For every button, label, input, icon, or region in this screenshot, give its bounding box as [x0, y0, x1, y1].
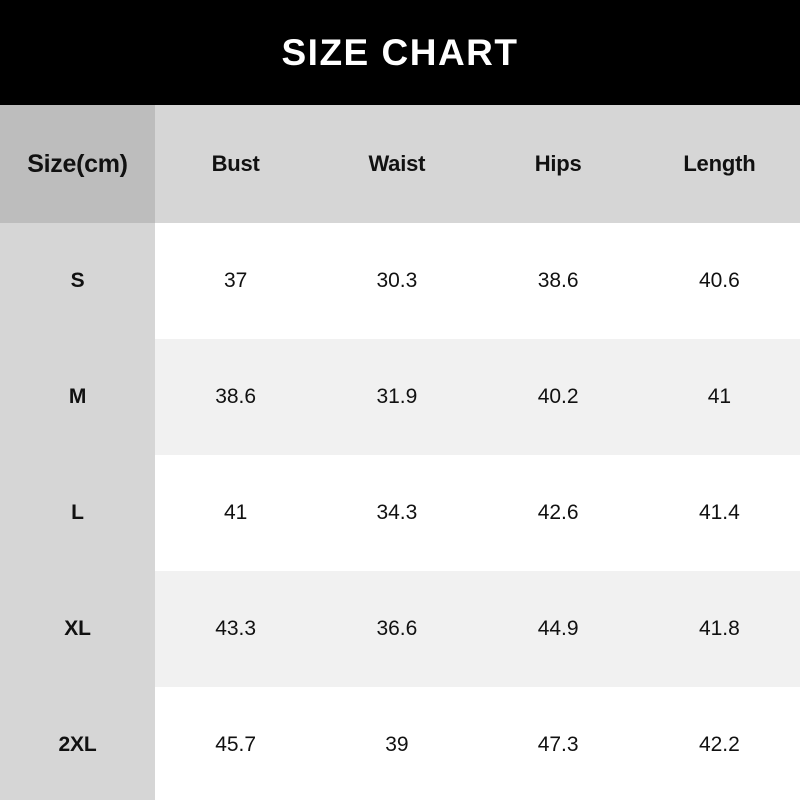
- cell-2xl-bust: 45.7: [155, 687, 317, 800]
- table-row: L 41 34.3 42.6 41.4: [0, 455, 800, 571]
- cell-xl-hips: 44.9: [477, 571, 639, 687]
- page-title: SIZE CHART: [281, 32, 519, 73]
- cell-m-waist: 31.9: [316, 339, 478, 455]
- cell-m-bust: 38.6: [155, 339, 317, 455]
- column-header-length: Length: [638, 105, 800, 223]
- cell-s-length: 40.6: [638, 223, 800, 339]
- header-row: Size(cm) Bust Waist Hips Length: [0, 105, 800, 223]
- column-header-size: Size(cm): [0, 105, 155, 223]
- row-label-s: S: [0, 223, 155, 339]
- table-row: 2XL 45.7 39 47.3 42.2: [0, 687, 800, 800]
- size-chart-table: Size(cm) Bust Waist Hips Length S 37 30.…: [0, 105, 800, 800]
- table-header: Size(cm) Bust Waist Hips Length: [0, 105, 800, 223]
- cell-s-hips: 38.6: [477, 223, 639, 339]
- cell-l-hips: 42.6: [477, 455, 639, 571]
- cell-m-hips: 40.2: [477, 339, 639, 455]
- cell-l-waist: 34.3: [316, 455, 478, 571]
- cell-2xl-waist: 39: [316, 687, 478, 800]
- row-label-xl: XL: [0, 571, 155, 687]
- column-header-bust: Bust: [155, 105, 317, 223]
- row-label-m: M: [0, 339, 155, 455]
- column-header-hips: Hips: [477, 105, 639, 223]
- title-banner: SIZE CHART: [0, 0, 800, 105]
- cell-s-bust: 37: [155, 223, 317, 339]
- column-header-waist: Waist: [316, 105, 478, 223]
- row-label-l: L: [0, 455, 155, 571]
- table-body: S 37 30.3 38.6 40.6 M 38.6 31.9 40.2 41 …: [0, 223, 800, 800]
- cell-l-bust: 41: [155, 455, 317, 571]
- table-row: S 37 30.3 38.6 40.6: [0, 223, 800, 339]
- cell-2xl-hips: 47.3: [477, 687, 639, 800]
- cell-xl-length: 41.8: [638, 571, 800, 687]
- cell-m-length: 41: [638, 339, 800, 455]
- table-row: XL 43.3 36.6 44.9 41.8: [0, 571, 800, 687]
- table-row: M 38.6 31.9 40.2 41: [0, 339, 800, 455]
- cell-xl-bust: 43.3: [155, 571, 317, 687]
- cell-s-waist: 30.3: [316, 223, 478, 339]
- cell-xl-waist: 36.6: [316, 571, 478, 687]
- cell-2xl-length: 42.2: [638, 687, 800, 800]
- cell-l-length: 41.4: [638, 455, 800, 571]
- row-label-2xl: 2XL: [0, 687, 155, 800]
